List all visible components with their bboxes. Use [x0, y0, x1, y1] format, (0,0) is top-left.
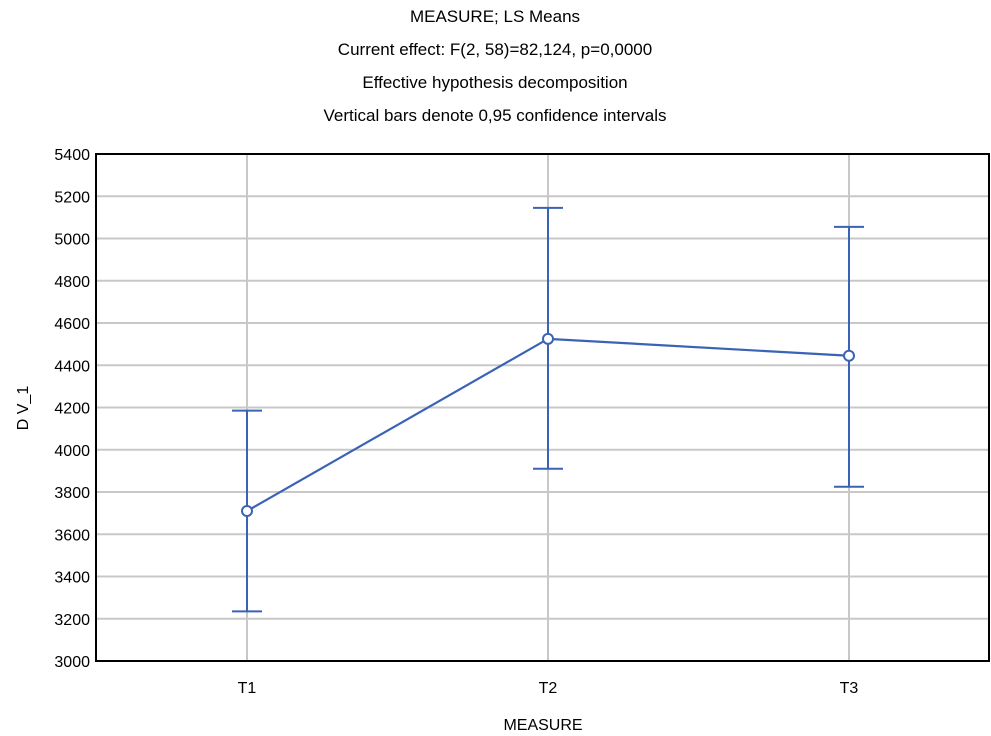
title-line-2: Current effect: F(2, 58)=82,124, p=0,000…: [338, 40, 652, 59]
x-axis-title: MEASURE: [503, 717, 582, 734]
y-tick-label: 4200: [54, 401, 90, 418]
y-tick-label: 5400: [54, 147, 90, 164]
data-point-marker: [843, 349, 855, 362]
y-tick-label: 3200: [54, 612, 90, 629]
grid: [96, 154, 989, 661]
data-point-marker: [542, 332, 554, 345]
y-tick-label: 4600: [54, 316, 90, 333]
chart-title: MEASURE; LS Means Current effect: F(2, 5…: [323, 7, 666, 125]
data-point-marker: [241, 505, 253, 518]
y-tick-label: 3000: [54, 654, 90, 671]
x-axis-ticks: T1 T2 T3: [238, 680, 859, 697]
y-tick-label: 5200: [54, 189, 90, 206]
x-tick-label: T3: [840, 680, 859, 697]
y-tick-label: 3800: [54, 485, 90, 502]
y-tick-label: 5000: [54, 232, 90, 249]
x-tick-label: T1: [238, 680, 257, 697]
y-tick-label: 4800: [54, 274, 90, 291]
y-tick-label: 4400: [54, 358, 90, 375]
title-line-1: MEASURE; LS Means: [410, 7, 580, 26]
y-tick-label: 3600: [54, 527, 90, 544]
x-tick-label: T2: [539, 680, 558, 697]
y-tick-label: 3400: [54, 570, 90, 587]
title-line-4: Vertical bars denote 0,95 confidence int…: [323, 106, 666, 125]
plot-frame: [95, 153, 990, 662]
title-line-3: Effective hypothesis decomposition: [362, 73, 627, 92]
y-axis-ticks: 3000 3200 3400 3600 3800 4000 4200 4400 4600 4800…: [54, 147, 90, 671]
y-tick-label: 4000: [54, 443, 90, 460]
y-axis-title: D V_1: [15, 386, 32, 431]
series-layer: [232, 206, 864, 613]
